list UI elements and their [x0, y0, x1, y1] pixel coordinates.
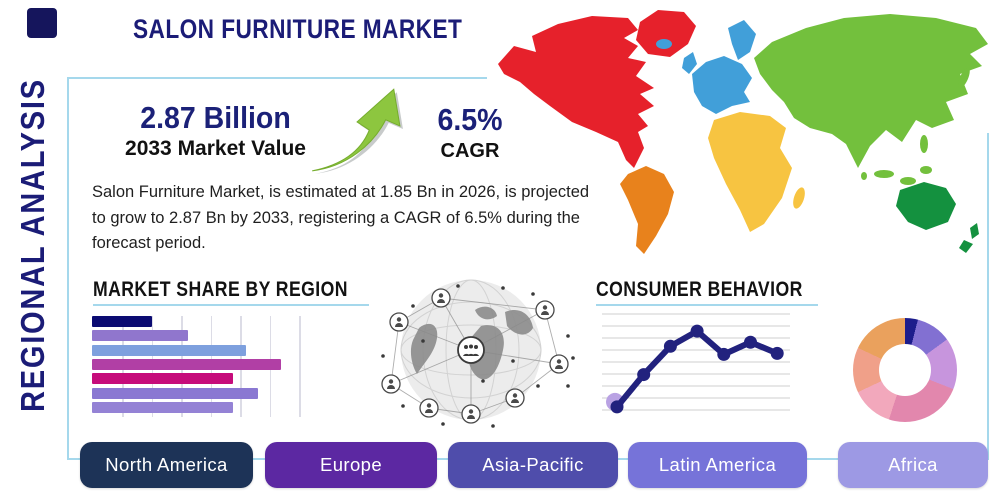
line-chart: [602, 313, 790, 414]
bar-chart-bar: [92, 358, 281, 370]
panel-border-right: [987, 133, 989, 460]
bar-chart-title-underline: [93, 304, 369, 306]
region-button-north-america[interactable]: North America: [80, 442, 253, 488]
region-button-label: Europe: [319, 454, 383, 475]
panel-border-left: [67, 77, 69, 460]
bar-chart: [92, 316, 307, 417]
region-button-label: North America: [105, 454, 228, 475]
world-map: [498, 10, 988, 254]
region-button-europe[interactable]: Europe: [265, 442, 437, 488]
region-button-label: Latin America: [658, 454, 777, 475]
region-button-label: Asia-Pacific: [482, 454, 584, 475]
cagr-value: 6.5%: [437, 102, 503, 137]
line-chart-title-underline: [596, 304, 818, 306]
growth-arrow-icon: [312, 88, 403, 174]
region-button-label: Africa: [888, 454, 938, 475]
market-value-label: 2033 Market Value: [125, 137, 306, 160]
line-chart-title: CONSUMER BEHAVIOR: [596, 278, 803, 301]
cagr-label: CAGR: [440, 140, 500, 162]
page-title: SALON FURNITURE MARKET: [133, 14, 463, 44]
donut-chart-hole: [879, 344, 931, 396]
bar-chart-bar: [92, 373, 233, 385]
region-button-latin-america[interactable]: Latin America: [628, 442, 807, 488]
region-button-africa[interactable]: Africa: [838, 442, 988, 488]
bar-chart-bar: [92, 387, 258, 399]
side-label: REGIONAL ANALYSIS: [14, 78, 51, 413]
region-button-asia-pacific[interactable]: Asia-Pacific: [448, 442, 618, 488]
bar-chart-bar: [92, 316, 152, 327]
bar-chart-bar: [92, 330, 188, 342]
panel-border-top: [67, 77, 487, 79]
globe-network-graphic: [381, 279, 575, 428]
market-value: 2.87 Billion: [140, 100, 291, 135]
bar-chart-title: MARKET SHARE BY REGION: [93, 278, 348, 301]
bar-chart-bar: [92, 344, 246, 356]
people-node-icons: [381, 288, 569, 424]
description-text: Salon Furniture Market, is estimated at …: [92, 183, 590, 253]
logo-mark: [27, 8, 57, 38]
bar-chart-bar: [92, 401, 233, 413]
bar-chart-gridline: [299, 316, 301, 417]
